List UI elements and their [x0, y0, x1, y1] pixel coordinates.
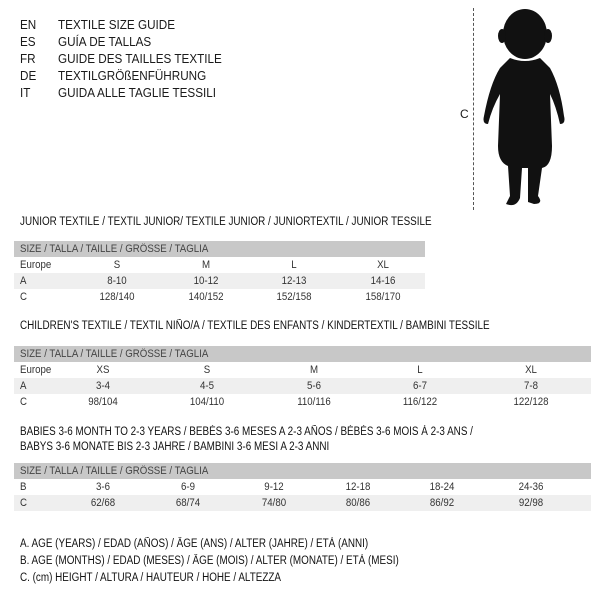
table-heading: CHILDREN'S TEXTILE / TEXTIL NIÑO/A / TEX… [20, 320, 490, 332]
row-label: C [20, 291, 27, 303]
table-cell: 24-36 [518, 481, 544, 493]
lang-code: IT [20, 85, 31, 100]
table-cell: S [113, 259, 121, 271]
table-header: SIZE / TALLA / TAILLE / GRÖSSE / TAGLIA [14, 463, 591, 479]
table-cell: XL [525, 364, 537, 376]
size-table: SIZE / TALLA / TAILLE / GRÖSSE / TAGLIA E… [14, 241, 425, 305]
table-row: A 3-4 4-5 5-6 6-7 7-8 [14, 378, 591, 394]
table-cell: 6-7 [413, 380, 427, 392]
table-cell: 68/74 [175, 497, 201, 509]
lang-title: TEXTILGRÖßENFÜHRUNG [58, 68, 207, 83]
table-cell: 14-16 [370, 275, 396, 287]
table-cell: M [201, 259, 211, 271]
table-cell: L [417, 364, 423, 376]
table-header-label: SIZE / TALLA / TAILLE / GRÖSSE / TAGLIA [20, 348, 209, 360]
table-cell: 104/110 [189, 396, 225, 408]
row-label: B [20, 481, 27, 493]
table-cell: 5-6 [307, 380, 321, 392]
table-cell: M [309, 364, 319, 376]
table-cell: 8-10 [107, 275, 127, 287]
row-label: A [20, 380, 27, 392]
table-cell: 3-4 [96, 380, 110, 392]
table-cell: 128/140 [99, 291, 135, 303]
table-cell: L [291, 259, 297, 271]
row-label: C [20, 396, 27, 408]
lang-title: TEXTILE SIZE GUIDE [58, 17, 176, 32]
table-cell: 62/68 [90, 497, 116, 509]
table-row: C 128/140 140/152 152/158 158/170 [14, 289, 425, 305]
table-cell: 140/152 [188, 291, 224, 303]
table-cell: S [203, 364, 211, 376]
size-table: SIZE / TALLA / TAILLE / GRÖSSE / TAGLIA E… [14, 346, 591, 410]
table-cell: 110/116 [297, 396, 331, 408]
table-cell: XL [377, 259, 389, 271]
table-cell: 74/80 [261, 497, 287, 509]
table-heading: BABIES 3-6 MONTH TO 2-3 YEARS / BEBÉS 3-… [20, 426, 473, 438]
baby-silhouette-icon [483, 9, 565, 206]
table-header: SIZE / TALLA / TAILLE / GRÖSSE / TAGLIA [14, 346, 591, 362]
height-label: C [460, 107, 469, 121]
lang-code: ES [20, 34, 36, 49]
table-cell: 12-13 [281, 275, 307, 287]
height-measure-line [473, 8, 474, 210]
lang-code: FR [20, 51, 36, 66]
lang-code: DE [20, 68, 37, 83]
table-row: Europe S M L XL [14, 257, 425, 273]
table-cell: 92/98 [518, 497, 544, 509]
table-cell: 10-12 [193, 275, 219, 287]
table-header-label: SIZE / TALLA / TAILLE / GRÖSSE / TAGLIA [20, 243, 209, 255]
table-cell: 152/158 [276, 291, 312, 303]
table-row: B 3-6 6-9 9-12 12-18 18-24 24-36 [14, 479, 591, 495]
table-cell: 4-5 [200, 380, 214, 392]
row-label: Europe [20, 259, 52, 271]
table-cell: 98/104 [88, 396, 118, 408]
table-cell: 7-8 [524, 380, 538, 392]
table-cell: 3-6 [96, 481, 110, 493]
table-row: C 62/68 68/74 74/80 80/86 86/92 92/98 [14, 495, 591, 511]
table-cell: 86/92 [429, 497, 455, 509]
table-cell: 80/86 [345, 497, 371, 509]
lang-title: GUIDA ALLE TAGLIE TESSILI [58, 85, 217, 100]
table-cell: 18-24 [429, 481, 455, 493]
legend-item: C. (cm) HEIGHT / ALTURA / HAUTEUR / HÖHE… [20, 572, 282, 584]
table-cell: 6-9 [181, 481, 195, 493]
lang-title: GUIDE DES TAILLES TEXTILE [58, 51, 222, 66]
legend-item: A. AGE (YEARS) / EDAD (AÑOS) / ÂGE (ANS)… [20, 538, 369, 550]
table-row: A 8-10 10-12 12-13 14-16 [14, 273, 425, 289]
table-cell: XS [96, 364, 110, 376]
table-heading: BABYS 3-6 MONATE BIS 2-3 JAHRE / BAMBINI… [20, 441, 330, 453]
table-header: SIZE / TALLA / TAILLE / GRÖSSE / TAGLIA [14, 241, 425, 257]
size-table: SIZE / TALLA / TAILLE / GRÖSSE / TAGLIA B… [14, 463, 591, 511]
table-row: C 98/104 104/110 110/116 116/122 122/128 [14, 394, 591, 410]
table-header-label: SIZE / TALLA / TAILLE / GRÖSSE / TAGLIA [20, 465, 209, 477]
table-cell: 12-18 [345, 481, 371, 493]
row-label: C [20, 497, 27, 509]
legend-item: B. AGE (MONTHS) / EDAD (MESES) / ÂGE (MO… [20, 555, 399, 567]
table-cell: 158/170 [365, 291, 401, 303]
table-cell: 9-12 [264, 481, 284, 493]
table-row: Europe XS S M L XL [14, 362, 591, 378]
lang-title: GUÍA DE TALLAS [58, 34, 152, 49]
row-label: Europe [20, 364, 52, 376]
table-heading: JUNIOR TEXTILE / TEXTIL JUNIOR/ TEXTILE … [20, 216, 432, 228]
table-cell: 122/128 [513, 396, 549, 408]
table-cell: 116/122 [402, 396, 438, 408]
lang-code: EN [20, 17, 37, 32]
row-label: A [20, 275, 27, 287]
